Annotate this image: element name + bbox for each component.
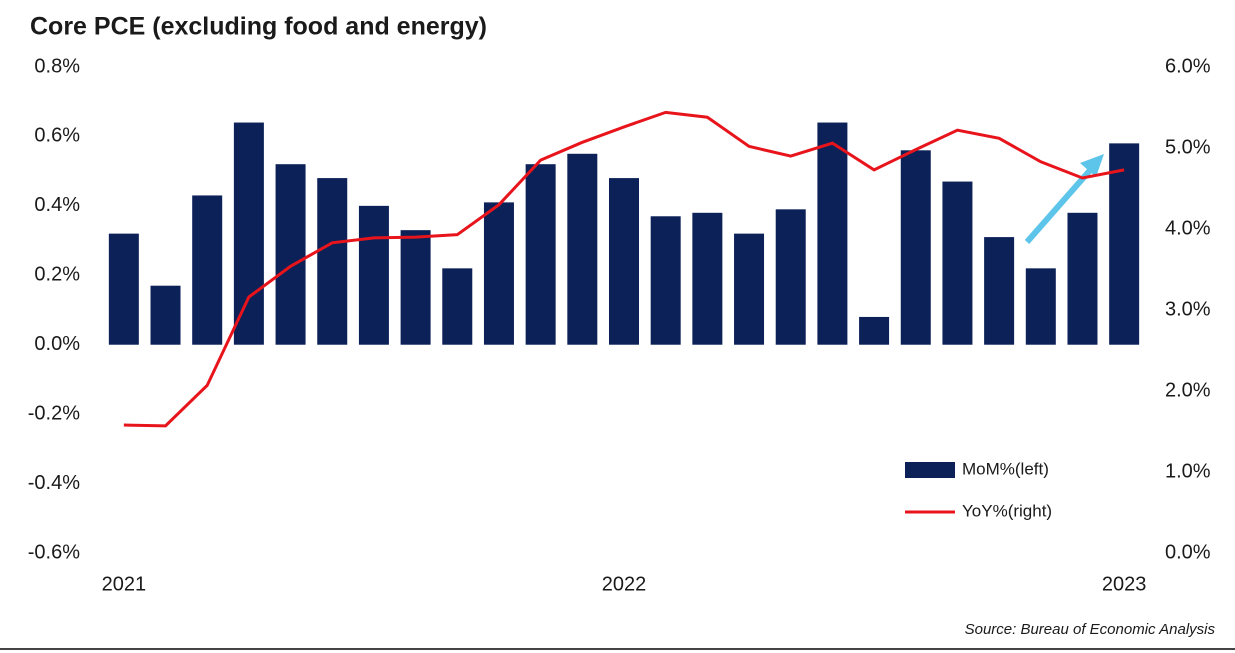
x-tick-label: 2021 [102, 573, 147, 595]
y2-tick-label: 0.0% [1165, 541, 1211, 563]
bar [734, 233, 765, 345]
y-tick-label: -0.4% [28, 472, 80, 494]
chart-title: Core PCE (excluding food and energy) [30, 13, 487, 41]
bar [900, 150, 931, 345]
y2-tick-label: 5.0% [1165, 136, 1211, 158]
bar [650, 216, 681, 345]
bar [1025, 268, 1056, 345]
bar [609, 178, 639, 345]
bar [442, 268, 473, 345]
y-tick-label: -0.2% [28, 402, 80, 424]
legend-swatch [905, 462, 955, 478]
bar [775, 209, 806, 345]
bar [233, 122, 264, 345]
bar [567, 153, 598, 345]
bar [483, 202, 514, 345]
y2-tick-label: 3.0% [1165, 298, 1211, 320]
bar [192, 195, 223, 345]
x-tick-label: 2023 [1102, 573, 1147, 595]
y-tick-label: 0.4% [34, 194, 80, 216]
bar [525, 164, 556, 345]
y-tick-label: 0.2% [34, 264, 80, 286]
bar [817, 122, 848, 345]
bar [358, 205, 389, 345]
line [123, 110, 1125, 428]
bar [108, 233, 139, 345]
bar [1109, 143, 1140, 345]
y-tick-label: 0.8% [34, 55, 80, 77]
y-tick-label: 0.0% [34, 333, 80, 355]
x-tick-label: 2022 [602, 573, 647, 595]
y2-tick-label: 6.0% [1165, 55, 1211, 77]
bar [859, 316, 890, 345]
y2-tick-label: 1.0% [1165, 460, 1211, 482]
y2-tick-label: 4.0% [1165, 217, 1211, 239]
bar [942, 181, 973, 345]
y-tick-label: -0.6% [28, 541, 80, 563]
source-note: Source: Bureau of Economic Analysis [965, 621, 1216, 638]
bar [1067, 212, 1098, 345]
y-tick-label: 0.6% [34, 125, 80, 147]
annotation-arrow [1024, 154, 1104, 244]
bar [692, 212, 723, 345]
bar [150, 285, 181, 345]
legend-label: MoM%(left) [962, 459, 1049, 478]
bar [984, 237, 1015, 345]
bar [317, 178, 348, 345]
bar [400, 230, 431, 345]
bar [275, 164, 306, 345]
legend-label: YoY%(right) [962, 501, 1052, 520]
y2-tick-label: 2.0% [1165, 379, 1211, 401]
